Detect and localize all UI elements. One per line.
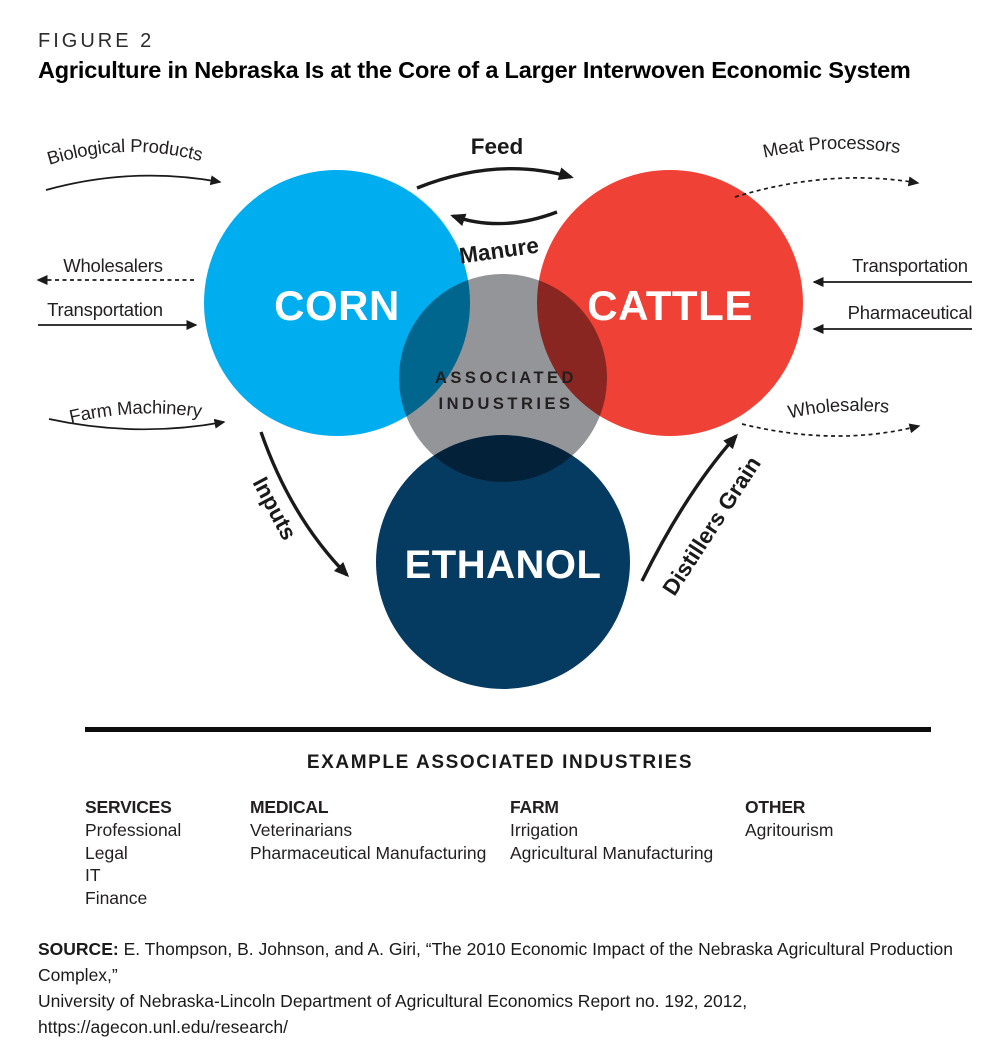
- industries-column-services: SERVICES Professional Legal IT Finance: [85, 796, 181, 909]
- source-citation: SOURCE: E. Thompson, B. Johnson, and A. …: [38, 936, 990, 1043]
- venn-diagram: CORN CATTLE ETHANOL ASSOCIATED INDUSTRIE…: [36, 132, 973, 689]
- corn-circle: [204, 170, 470, 436]
- inputs-arrow: [259, 431, 350, 578]
- meat-processors-label: Meat Processors: [761, 132, 902, 162]
- list-item: Agritourism: [745, 820, 834, 841]
- list-item: Finance: [85, 887, 148, 908]
- list-item: Agricultural Manufacturing: [510, 842, 714, 863]
- farm-machinery-label: Farm Machinery: [67, 396, 204, 427]
- cattle-circle: [537, 170, 803, 436]
- transportation-left-label: Transportation: [47, 299, 163, 320]
- wholesalers-right-arrow: [741, 423, 921, 437]
- column-header: OTHER: [745, 797, 806, 817]
- industries-column-medical: MEDICAL Veterinarians Pharmaceutical Man…: [250, 796, 486, 864]
- cattle-label: CATTLE: [587, 282, 753, 329]
- biological-products-arrow: [45, 174, 222, 191]
- figure-number: FIGURE 2: [38, 30, 155, 52]
- wholesalers-left-label: Wholesalers: [63, 255, 163, 276]
- inputs-label: Inputs: [248, 473, 302, 544]
- biological-products-label: Biological Products: [45, 135, 205, 169]
- feed-arrow: [416, 166, 574, 190]
- distillers-grain-label: Distillers Grain: [658, 452, 766, 600]
- wholesalers-right-label: Wholesalers: [786, 394, 890, 423]
- list-item: Legal: [85, 842, 128, 863]
- list-item: Irrigation: [510, 820, 579, 841]
- list-item: Professional: [85, 820, 182, 841]
- column-header: MEDICAL: [250, 797, 329, 817]
- list-item: Pharmaceutical Manufacturing: [250, 842, 487, 863]
- example-industries-heading: EXAMPLE ASSOCIATED INDUSTRIES: [306, 752, 694, 773]
- distillers-grain-arrow: [640, 433, 738, 582]
- farm-machinery-arrow: [48, 418, 226, 431]
- section-divider: [85, 727, 931, 732]
- manure-label: Manure: [458, 233, 541, 269]
- source-line-2: University of Nebraska-Lincoln Departmen…: [38, 991, 748, 1037]
- feed-label: Feed: [471, 134, 524, 159]
- list-item: Veterinarians: [250, 820, 353, 841]
- pharmaceutical-label: Pharmaceutical: [848, 302, 973, 323]
- associated-industries-label-line2: INDUSTRIES: [439, 395, 574, 413]
- industries-column-farm: FARM Irrigation Agricultural Manufacturi…: [510, 796, 713, 864]
- corn-label: CORN: [274, 282, 400, 329]
- venn-circles: [204, 170, 803, 689]
- column-header: SERVICES: [85, 797, 172, 817]
- industries-column-other: OTHER Agritourism: [745, 796, 834, 842]
- ethanol-label: ETHANOL: [405, 543, 602, 587]
- list-item: IT: [85, 865, 101, 886]
- figure-title: Agriculture in Nebraska Is at the Core o…: [38, 57, 911, 83]
- source-label: SOURCE:: [38, 939, 119, 959]
- manure-arrow: [450, 210, 558, 227]
- source-text: E. Thompson, B. Johnson, and A. Giri, “T…: [38, 939, 953, 985]
- ethanol-circle: [376, 435, 630, 689]
- source-line-1: SOURCE: E. Thompson, B. Johnson, and A. …: [38, 936, 990, 988]
- column-header: FARM: [510, 797, 559, 817]
- associated-industries-label-line1: ASSOCIATED: [435, 369, 577, 387]
- meat-processors-arrow: [734, 176, 920, 198]
- transportation-right-label: Transportation: [852, 255, 968, 276]
